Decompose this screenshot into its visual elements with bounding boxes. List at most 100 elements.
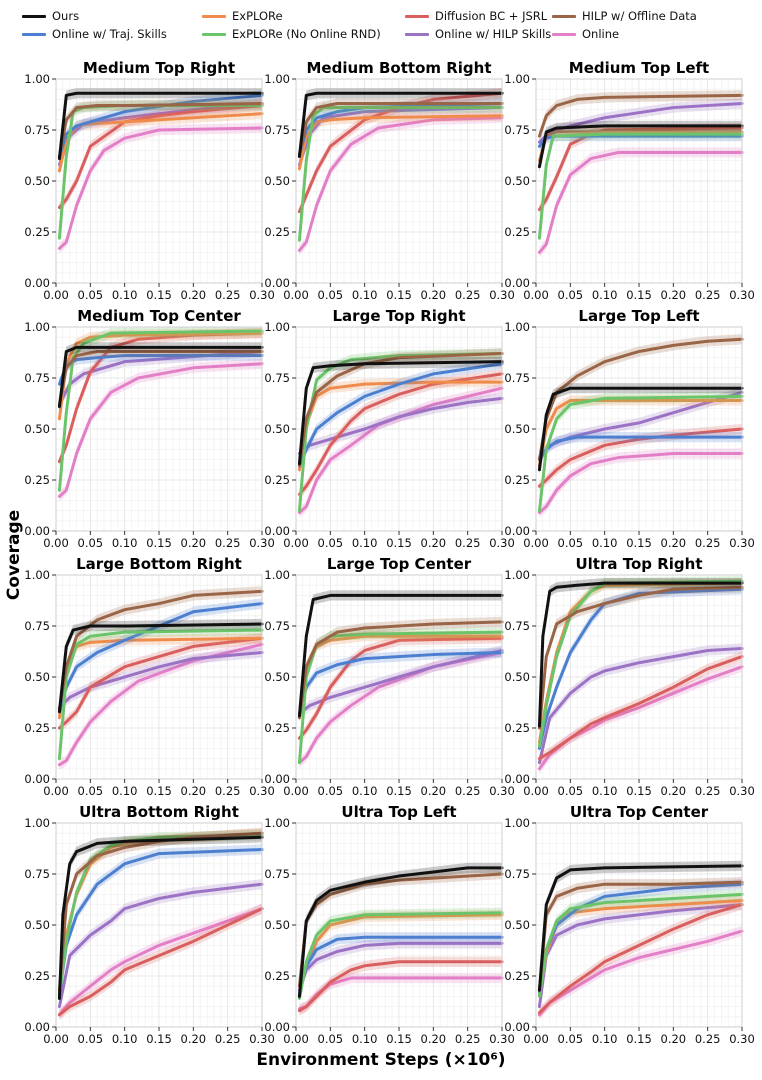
series-line-diffusion-bc-jsrl [297, 636, 504, 740]
panel-title: Medium Bottom Right [306, 59, 491, 77]
panel-large-top-center: 0.00 0.05 0.10 0.15 0.20 0.25 0.30 0.00 0.25 0.50… [264, 555, 514, 798]
x-tick-label: 0.20 [421, 536, 447, 550]
y-tick-label: 1.00 [264, 72, 290, 86]
series-line-online [297, 116, 504, 252]
legend-swatch [552, 32, 576, 36]
panel-title: Medium Top Right [83, 59, 235, 77]
x-tick-label: 0.20 [181, 784, 207, 798]
series-line-diffusion-bc-jsrl [57, 331, 264, 464]
series-line-diffusion-bc-jsrl [537, 903, 744, 1015]
x-tick-label: 0.10 [592, 536, 618, 550]
series-band-hilp-w-offline-data [59, 586, 262, 715]
legend-item-ours: Ours [22, 8, 79, 24]
y-tick-label: 1.00 [24, 568, 50, 582]
x-tick-label: 0.30 [729, 1032, 755, 1046]
y-tick-label: 1.00 [264, 320, 290, 334]
x-tick-label: 0.20 [661, 784, 687, 798]
y-tick-label: 0.75 [264, 371, 290, 385]
panel-title: Ultra Top Right [575, 555, 702, 573]
series-band-online-w-hilp-skills [59, 346, 262, 410]
x-tick-label: 0.30 [729, 536, 755, 550]
x-tick-label: 0.15 [626, 1032, 652, 1046]
series-line-online-w-traj-skills [537, 587, 744, 750]
x-tick-label: 0.10 [352, 1032, 378, 1046]
series-line-hilp-w-offline-data [297, 352, 504, 468]
series-line-hilp-w-offline-data [57, 831, 264, 992]
series-line-ours [57, 622, 264, 714]
series-line-hilp-w-offline-data [537, 337, 744, 462]
series-line-explore-no-online-rnd [537, 132, 744, 240]
series-line-diffusion-bc-jsrl [57, 907, 264, 1017]
series-line-online [57, 362, 264, 498]
panel-ultra-top-center: 0.00 0.05 0.10 0.15 0.20 0.25 0.30 0.00 0.25 0.50… [504, 803, 754, 1046]
series-band-hilp-w-offline-data [299, 616, 502, 723]
legend-item-diffusion-bc-jsrl: Diffusion BC + JSRL [405, 8, 547, 24]
x-tick-label: 0.25 [455, 1032, 481, 1046]
y-tick-label: 0.50 [24, 918, 50, 932]
legend-label: ExPLORe (No Online RND) [232, 27, 381, 41]
series-line-ours [297, 866, 504, 998]
series-line-explore-no-online-rnd [537, 394, 744, 513]
x-tick-label: 0.20 [421, 1032, 447, 1046]
x-tick-label: 0.25 [215, 1032, 241, 1046]
x-tick-label: 0.05 [558, 288, 584, 302]
y-tick-label: 0.75 [504, 371, 530, 385]
series-line-hilp-w-offline-data [57, 101, 264, 159]
series-band-online-w-hilp-skills [539, 643, 742, 768]
x-tick-label: 0.25 [215, 288, 241, 302]
y-tick-label: 0.50 [504, 174, 530, 188]
series-band-explore [299, 376, 502, 475]
x-tick-label: 0.15 [626, 536, 652, 550]
x-tick-label: 0.25 [215, 536, 241, 550]
series-line-ours [297, 360, 504, 466]
x-tick-label: 0.00 [523, 288, 549, 302]
y-tick-label: 0.00 [24, 772, 50, 786]
x-tick-label: 0.00 [523, 536, 549, 550]
x-tick-label: 0.30 [729, 288, 755, 302]
y-tick-label: 1.00 [504, 568, 530, 582]
y-tick-label: 0.75 [504, 867, 530, 881]
x-tick-label: 0.10 [112, 536, 138, 550]
series-line-online-w-hilp-skills [297, 648, 504, 716]
x-tick-label: 0.20 [181, 288, 207, 302]
legend-label: Diffusion BC + JSRL [435, 9, 548, 23]
panel-ultra-top-right: 0.00 0.05 0.10 0.15 0.20 0.25 0.30 0.00 0.25 0.50… [504, 555, 754, 798]
x-tick-label: 0.25 [695, 288, 721, 302]
series-line-online [537, 150, 744, 254]
series-line-explore-no-online-rnd [297, 106, 504, 242]
series-band-hilp-w-offline-data [539, 90, 742, 142]
series-band-explore [539, 895, 742, 1000]
y-tick-label: 1.00 [24, 816, 50, 830]
series-band-online-w-traj-skills [299, 932, 502, 1000]
legend-label: Online [582, 27, 620, 41]
y-tick-label: 0.50 [24, 174, 50, 188]
series-band-explore [59, 328, 262, 424]
x-axis-label: Environment Steps (×10⁶) [256, 1050, 506, 1070]
series-line-explore [57, 112, 264, 173]
series-band-diffusion-bc-jsrl [59, 100, 262, 213]
series-line-ours [57, 835, 264, 1000]
y-tick-label: 1.00 [24, 320, 50, 334]
panel-large-top-right: 0.00 0.05 0.10 0.15 0.20 0.25 0.30 0.00 0.25 0.50… [264, 307, 514, 550]
y-tick-label: 0.50 [24, 670, 50, 684]
panel-title: Medium Top Center [77, 307, 241, 325]
x-tick-label: 0.25 [455, 288, 481, 302]
series-line-online [57, 642, 264, 767]
series-line-online [57, 907, 264, 1017]
series-band-online [539, 926, 742, 1020]
x-tick-label: 0.25 [455, 784, 481, 798]
series-line-online-w-hilp-skills [57, 651, 264, 710]
y-tick-label: 0.25 [504, 473, 530, 487]
legend-swatch [405, 14, 429, 18]
y-tick-label: 1.00 [264, 816, 290, 830]
series-line-ours [297, 91, 504, 159]
y-tick-label: 0.75 [264, 867, 290, 881]
x-tick-label: 0.30 [489, 288, 515, 302]
series-band-online [299, 972, 502, 1014]
series-band-online-w-traj-skills [59, 350, 262, 390]
series-line-ours [297, 593, 504, 718]
x-tick-label: 0.05 [78, 288, 104, 302]
series-line-ours [57, 345, 264, 409]
